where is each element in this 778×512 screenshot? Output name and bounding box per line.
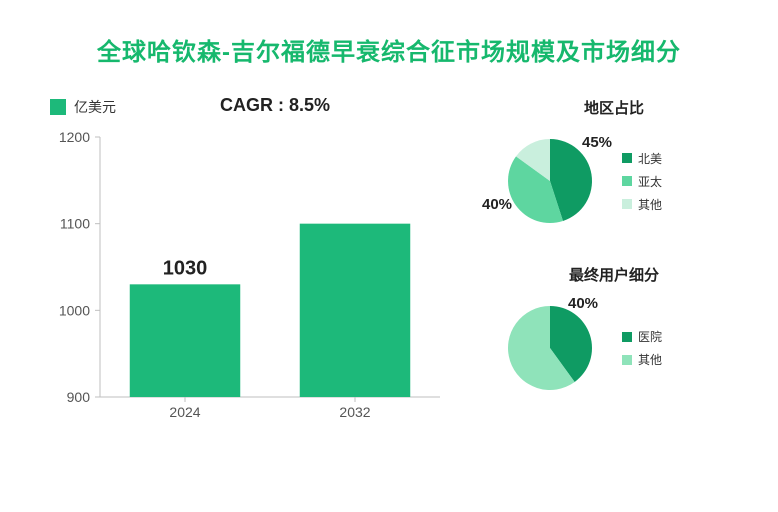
pie-region: 地区占比 45%40% 北美亚太其他 bbox=[490, 97, 738, 236]
pie-legend-label: 其他 bbox=[638, 196, 662, 213]
pie-legend-item: 亚太 bbox=[622, 173, 662, 190]
bar-chart-section: 亿美元 CAGR : 8.5% 900 1000 1100 1200 2024 1030 2… bbox=[50, 97, 480, 431]
svg-text:2024: 2024 bbox=[169, 404, 200, 420]
pie-legend-label: 其他 bbox=[638, 351, 662, 368]
pie-legend-swatch bbox=[622, 153, 632, 163]
pie-legend-label: 医院 bbox=[638, 328, 662, 345]
svg-text:1200: 1200 bbox=[59, 129, 90, 145]
svg-text:900: 900 bbox=[67, 389, 91, 405]
svg-text:1030: 1030 bbox=[163, 257, 208, 279]
svg-text:1000: 1000 bbox=[59, 302, 90, 318]
pie2-title: 最终用户细分 bbox=[490, 264, 738, 285]
pie-enduser: 最终用户细分 40% 医院其他 bbox=[490, 264, 738, 403]
pie-legend-item: 医院 bbox=[622, 328, 662, 345]
content-area: 亿美元 CAGR : 8.5% 900 1000 1100 1200 2024 1030 2… bbox=[0, 67, 778, 431]
pie1-legend: 北美亚太其他 bbox=[622, 150, 662, 213]
bar bbox=[300, 224, 411, 397]
pie-section: 地区占比 45%40% 北美亚太其他 最终用户细分 40% 医院其他 bbox=[480, 97, 738, 431]
pie-legend-label: 亚太 bbox=[638, 173, 662, 190]
page-title: 全球哈钦森-吉尔福德早衰综合征市场规模及市场细分 bbox=[0, 0, 778, 67]
pie-legend-item: 其他 bbox=[622, 196, 662, 213]
bar-legend-label: 亿美元 bbox=[74, 97, 116, 117]
pie-legend-item: 北美 bbox=[622, 150, 662, 167]
pie-legend-label: 北美 bbox=[638, 150, 662, 167]
pie-callout: 45% bbox=[582, 134, 612, 151]
pie1-chart: 45%40% bbox=[490, 126, 610, 236]
pie2-legend: 医院其他 bbox=[622, 328, 662, 368]
pie1-title: 地区占比 bbox=[490, 97, 738, 118]
cagr-label: CAGR : 8.5% bbox=[220, 95, 330, 116]
svg-text:1100: 1100 bbox=[60, 216, 90, 232]
pie-callout: 40% bbox=[568, 295, 598, 312]
pie-legend-item: 其他 bbox=[622, 351, 662, 368]
pie-legend-swatch bbox=[622, 332, 632, 342]
pie-legend-swatch bbox=[622, 355, 632, 365]
pie-legend-swatch bbox=[622, 176, 632, 186]
pie-legend-swatch bbox=[622, 199, 632, 209]
svg-text:2032: 2032 bbox=[339, 404, 370, 420]
pie-callout: 40% bbox=[482, 196, 512, 213]
bar-chart: 900 1000 1100 1200 2024 1030 2032 bbox=[50, 127, 450, 427]
pie2-chart: 40% bbox=[490, 293, 610, 403]
bar-legend-swatch bbox=[50, 99, 66, 115]
bar bbox=[130, 284, 241, 397]
